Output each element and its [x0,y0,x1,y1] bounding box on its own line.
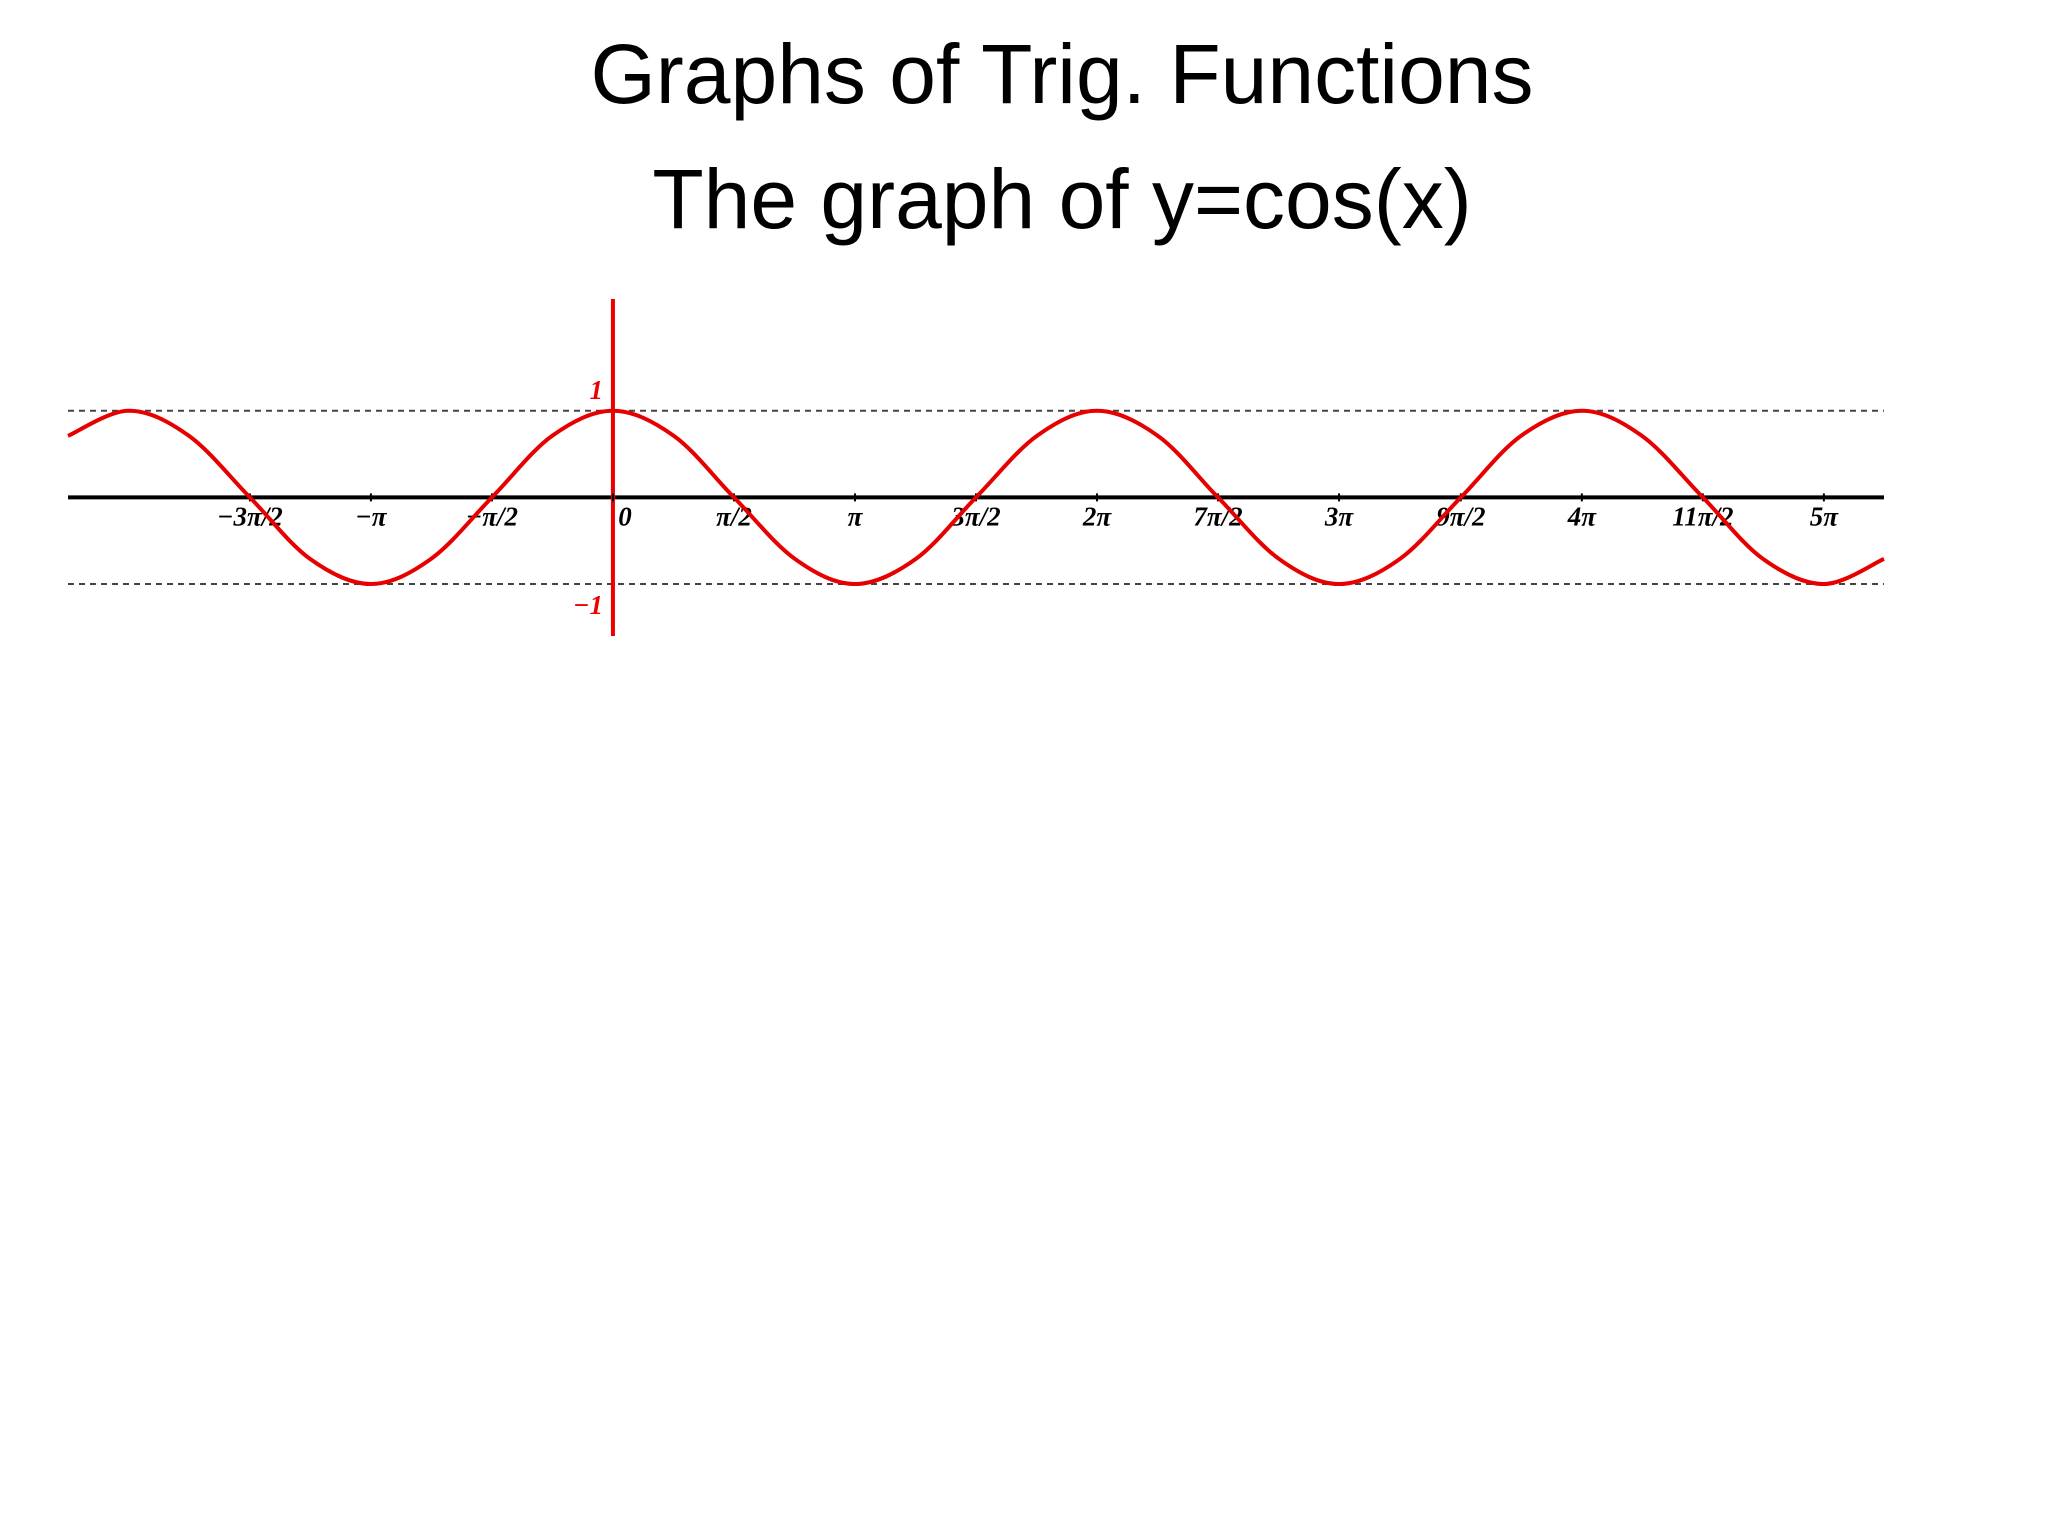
subtitle: The graph of y=cos(x) [652,152,1471,246]
cos-curve [67,408,1885,587]
x-tick-label: 3π [1324,502,1355,532]
title: Graphs of Trig. Functions [590,27,1533,121]
x-tick-label: π/2 [716,502,752,532]
y-tick-label: −1 [573,590,603,620]
x-tick-label: 5π [1810,502,1840,532]
x-tick-label: 0 [618,502,632,532]
x-tick-label: 4π [1567,502,1598,532]
x-tick-label: −π [355,502,387,532]
x-tick-label: π [848,502,864,532]
x-tick-label: 11π/2 [1672,502,1733,532]
y-tick-label: 1 [589,375,603,405]
x-tick-label: −3π/2 [217,502,283,532]
x-tick-label: 2π [1082,502,1113,532]
